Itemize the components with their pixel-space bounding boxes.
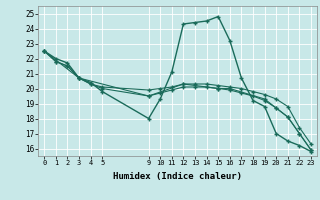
X-axis label: Humidex (Indice chaleur): Humidex (Indice chaleur) bbox=[113, 172, 242, 181]
